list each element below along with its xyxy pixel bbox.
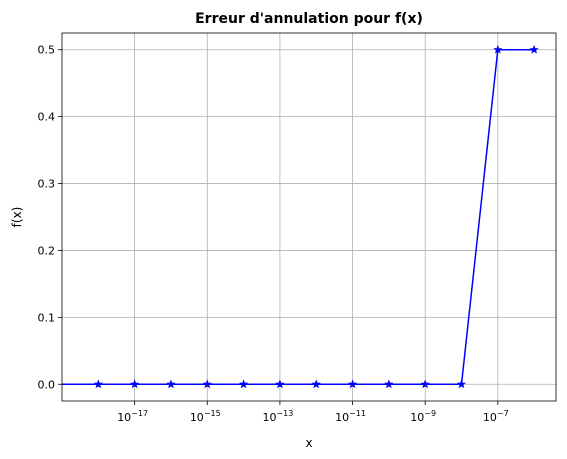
x-tick-label: 10−17 (117, 409, 148, 424)
data-point-star (93, 379, 103, 389)
x-tick-label: 10−15 (190, 409, 221, 424)
data-point-star (493, 44, 503, 54)
data-point-star (130, 379, 140, 389)
y-tick-label: 0.1 (38, 311, 56, 324)
y-axis-label: f(x) (10, 207, 24, 228)
data-point-star (420, 379, 430, 389)
grid (62, 33, 556, 401)
x-tick-label: 10−7 (483, 409, 509, 424)
chart-title: Erreur d'annulation pour f(x) (195, 11, 423, 27)
axis-ticks: 10−17 10−15 10−13 10−11 10−9 10−7 0.0 0.1 0.2 0.3… (38, 44, 509, 424)
data-point-star (166, 379, 176, 389)
plot-frame (61, 32, 557, 402)
data-point-star (275, 379, 285, 389)
data-point-star (347, 379, 358, 389)
data-point-star (202, 379, 212, 389)
x-tick-label: 10−11 (335, 409, 366, 424)
data-point-star (311, 379, 321, 389)
data-point-star (529, 44, 539, 54)
y-tick-label: 0.4 (38, 111, 56, 124)
x-tick-label: 10−13 (262, 409, 293, 424)
y-tick-label: 0.0 (38, 378, 56, 391)
data-point-star (384, 379, 394, 389)
y-tick-label: 0.2 (38, 244, 56, 257)
x-tick-label: 10−9 (410, 409, 436, 424)
series-line-layer (62, 44, 539, 389)
y-tick-label: 0.3 (38, 178, 56, 191)
x-axis-label: x (305, 436, 312, 450)
data-point-star (456, 379, 467, 389)
data-point-star (238, 379, 249, 389)
y-tick-label: 0.5 (38, 44, 56, 57)
series-line (62, 48, 535, 386)
